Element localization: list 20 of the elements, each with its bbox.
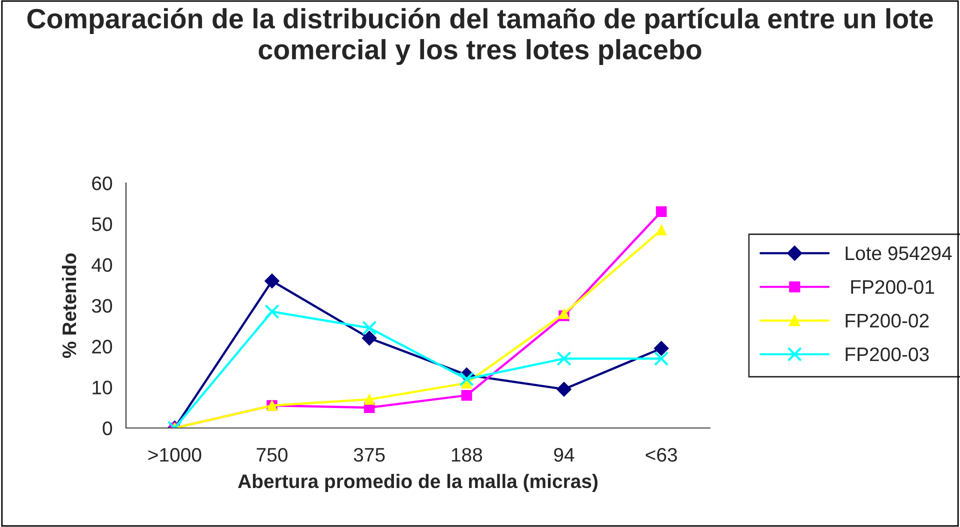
x-tick-label: 94 xyxy=(554,448,574,462)
x-tick-label: 188 xyxy=(452,448,482,462)
x-tick-label: >1000 xyxy=(148,448,202,462)
legend-label: FP200-03 xyxy=(846,347,929,362)
legend-label: FP200-02 xyxy=(846,314,929,328)
y-tick-label: 10 xyxy=(92,380,112,394)
y-tick-label: 60 xyxy=(92,176,112,190)
y-tick-label: 0 xyxy=(102,421,112,436)
legend-label: Lote 954294 xyxy=(846,246,952,260)
legend-label: FP200-01 xyxy=(851,280,934,294)
y-axis-title: % Retenido xyxy=(62,253,76,358)
chart-title: Comparación de la distribución del tamaño de partícula entre un lote comercial y los tres lotes placebo xyxy=(27,8,933,65)
x-tick-label: 750 xyxy=(256,448,288,462)
x-axis-title: Abertura promedio de la malla (micras) xyxy=(238,474,598,492)
x-tick-label: 375 xyxy=(354,448,385,462)
y-tick-label: 40 xyxy=(92,258,112,272)
y-tick-label: 30 xyxy=(92,298,112,313)
y-tick-label: 50 xyxy=(92,217,112,232)
x-tick-label: <63 xyxy=(646,448,677,462)
y-tick-label: 20 xyxy=(92,340,112,354)
